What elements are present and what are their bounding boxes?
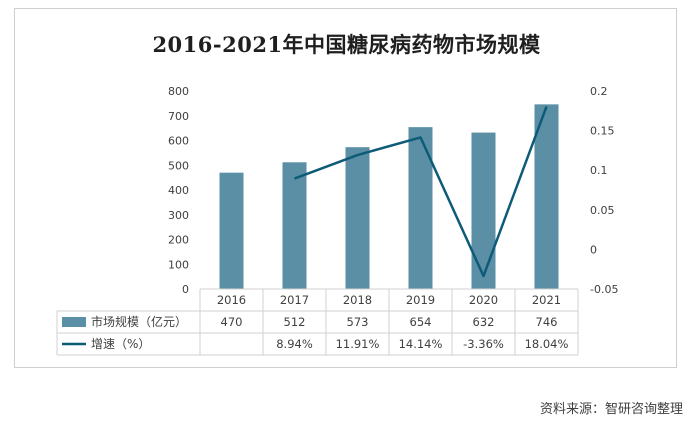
category-label-2018: 2018 [343,293,372,307]
category-label-2016: 2016 [217,293,246,307]
category-label-2021: 2021 [532,293,561,307]
legend-label-bars: 市场规模（亿元） [91,314,187,329]
left-axis-tick-label: 400 [168,184,189,197]
left-axis-tick-label: 800 [168,85,189,98]
growth-value-label: 11.91% [336,337,380,351]
left-axis-tick-label: 100 [168,258,189,271]
category-label-2017: 2017 [280,293,309,307]
category-label-2019: 2019 [406,293,435,307]
bar-2019 [408,127,433,289]
bar-value-label: 512 [284,315,306,329]
growth-value-label: -3.36% [463,337,504,351]
left-axis-tick-label: 200 [168,234,189,247]
growth-value-label: 8.94% [276,337,313,351]
bar-2016 [219,172,244,289]
bar-value-label: 632 [473,315,495,329]
bar-2018 [345,147,370,289]
bar-value-label: 746 [536,315,558,329]
bar-value-label: 654 [410,315,432,329]
right-axis-tick-label: 0 [590,243,597,256]
bar-2020 [471,132,496,289]
right-axis-tick-label: 0.2 [590,85,608,98]
right-axis-tick-label: 0.05 [590,204,615,217]
right-axis-tick-label: 0.15 [590,125,615,138]
legend-label-line: 增速（%） [91,337,150,351]
left-axis-tick-label: 600 [168,135,189,148]
left-axis-tick-label: 0 [182,283,189,296]
left-axis-tick-label: 700 [168,110,189,123]
right-axis-tick-label: -0.05 [590,283,618,296]
bar-2021 [534,104,559,290]
right-axis-tick-label: 0.1 [590,164,608,177]
legend-swatch-bars [62,317,86,327]
bar-2017 [282,162,307,289]
category-label-2020: 2020 [469,293,498,307]
chart-title: 2016-2021年中国糖尿病药物市场规模 [152,32,541,57]
growth-value-label: 14.14% [399,337,443,351]
bar-value-label: 573 [347,315,369,329]
left-axis-tick-label: 500 [168,159,189,172]
bar-value-label: 470 [221,315,243,329]
source-note: 资料来源：智研咨询整理 [539,402,683,417]
left-axis-tick-label: 300 [168,209,189,222]
growth-value-label: 18.04% [525,337,569,351]
